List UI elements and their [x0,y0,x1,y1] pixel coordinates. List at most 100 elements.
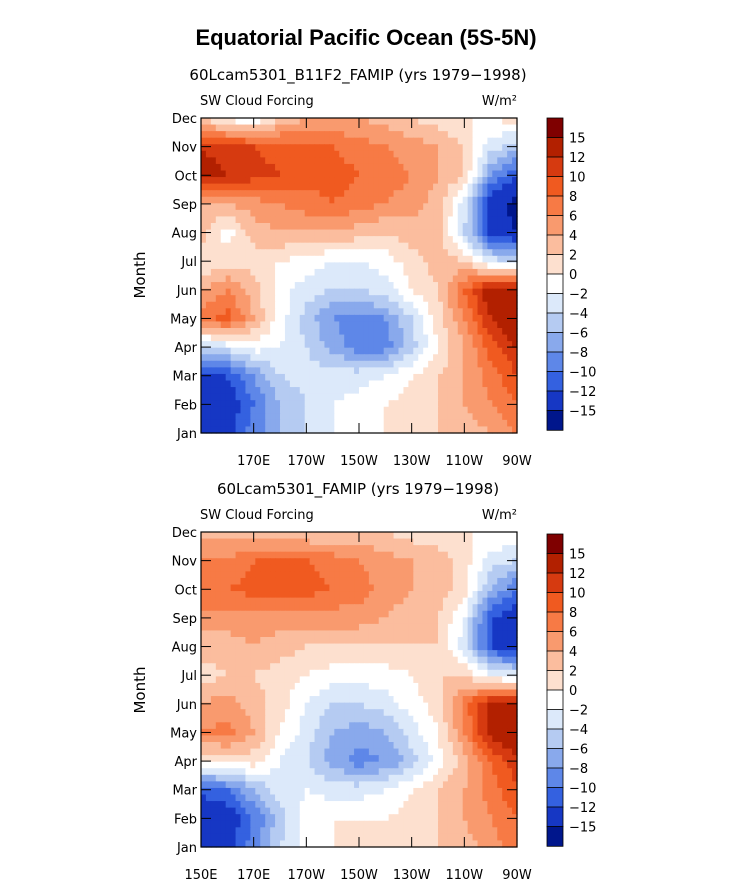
contour-cell [447,532,454,540]
contour-cell [462,137,469,145]
contour-cell [201,617,207,625]
contour-cell [363,669,370,677]
contour-cell [289,650,296,658]
contour-cell [428,341,434,349]
contour-cell [245,630,251,638]
contour-cell [289,196,296,204]
contour-cell [280,610,286,618]
contour-cell [304,630,311,638]
contour-cell [294,328,301,336]
contour-cell [487,124,493,132]
contour-cell [354,551,360,559]
contour-cell [205,360,212,368]
contour-cell [314,144,321,152]
contour-cell [452,676,459,684]
contour-cell [270,203,276,211]
contour-cell [368,144,375,152]
contour-cell [210,413,217,421]
contour-cell [255,314,261,323]
contour-cell [512,203,518,211]
contour-cell [408,308,414,316]
contour-cell [215,617,222,625]
contour-cell [270,406,276,414]
contour-cell [487,610,493,618]
contour-cell [225,131,232,139]
contour-cell [294,669,301,677]
contour-cell [324,689,330,697]
contour-cell [260,689,266,697]
contour-cell [260,190,266,198]
contour-cell [457,360,464,368]
contour-cell [349,637,355,645]
contour-cell [225,190,232,198]
contour-cell [205,295,212,303]
contour-cell [467,282,474,290]
contour-cell [260,341,266,349]
contour-cell [205,551,212,559]
contour-cell [324,663,330,671]
contour-cell [215,354,222,362]
contour-cell [201,682,207,691]
contour-cell [220,229,227,237]
contour-cell [418,426,424,434]
contour-cell [314,209,321,218]
contour-cell [477,203,484,211]
contour-cell [255,682,261,691]
contour-cell [289,663,296,671]
contour-cell [373,571,380,579]
contour-cell [403,623,409,632]
contour-cell [299,255,306,263]
contour-cell [442,669,449,677]
contour-cell [487,604,493,612]
contour-cell [433,604,439,612]
contour-cell [497,532,503,540]
contour-cell [502,301,508,309]
contour-cell [482,406,488,414]
contour-cell [299,387,306,395]
contour-cell [403,118,409,126]
contour-cell [339,643,345,651]
contour-cell [507,223,513,231]
contour-cell [467,190,474,198]
contour-cell [354,643,360,651]
contour-cell [205,623,212,632]
contour-cell [260,255,266,263]
contour-cell [502,669,508,677]
contour-cell [359,308,365,316]
colorbar-label: −12 [569,385,596,400]
contour-cell [314,157,321,165]
contour-cell [334,163,340,172]
contour-cell [230,380,237,388]
contour-cell [447,282,454,290]
contour-cell [457,367,464,375]
contour-cell [210,630,217,638]
contour-cell [260,367,266,375]
contour-cell [225,591,232,599]
contour-cell [319,295,326,303]
contour-cell [289,282,296,290]
contour-cell [403,137,409,145]
contour-cell [472,643,479,651]
contour-cell [260,571,266,579]
contour-cell [447,295,454,303]
contour-cell [408,558,414,566]
contour-cell [438,584,444,592]
contour-cell [329,190,335,198]
contour-cell [260,275,266,283]
contour-cell [403,393,409,401]
contour-cell [344,406,350,414]
contour-cell [507,354,513,362]
contour-cell [225,157,232,165]
contour-cell [299,426,306,434]
contour-cell [319,150,326,158]
contour-cell [220,203,227,211]
contour-cell [423,702,429,710]
contour-cell [447,584,454,592]
contour-cell [270,163,276,172]
contour-cell [413,380,419,388]
contour-cell [378,604,385,612]
contour-cell [265,157,271,165]
contour-cell [230,630,237,638]
contour-cell [265,656,271,664]
contour-cell [472,419,479,428]
